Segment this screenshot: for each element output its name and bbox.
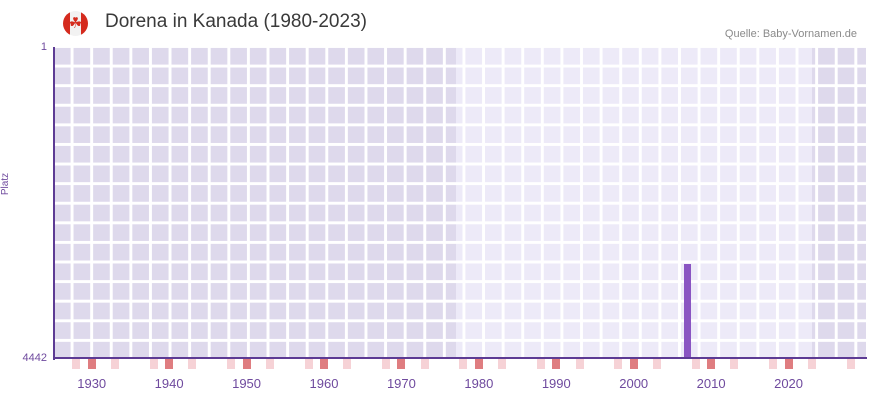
- x-tick-major: [87, 359, 96, 369]
- x-axis-tick-label: 2020: [774, 376, 804, 391]
- x-axis-tick-label: 1990: [541, 376, 571, 391]
- x-tick-major: [784, 359, 793, 369]
- x-tick-minor: [459, 359, 468, 369]
- x-tick-minor: [381, 359, 390, 369]
- x-axis-line: [53, 357, 867, 359]
- x-tick-minor: [188, 359, 197, 369]
- x-tick-major: [320, 359, 328, 369]
- x-axis-tick-label: 1940: [154, 376, 184, 391]
- x-tick-minor: [536, 359, 545, 369]
- y-axis-tick-label: 4442: [22, 352, 47, 364]
- x-tick-major: [397, 359, 406, 369]
- x-tick-major: [629, 359, 638, 369]
- x-axis-tick-label: 1960: [309, 376, 339, 391]
- x-tick-minor: [730, 359, 739, 369]
- x-tick-minor: [807, 359, 816, 369]
- x-tick-minor: [769, 359, 778, 369]
- chart-header: ☘ Dorena in Kanada (1980-2023) Quelle: B…: [0, 0, 873, 47]
- canada-flag-icon: ☘: [63, 11, 88, 36]
- x-axis-tick-label: 1930: [77, 376, 107, 391]
- x-axis-tick-label: 2000: [619, 376, 649, 391]
- y-axis-title: Platz: [0, 172, 11, 196]
- x-tick-major: [242, 359, 251, 369]
- x-tick-minor: [265, 359, 274, 369]
- x-tick-minor: [149, 359, 158, 369]
- x-tick-major: [165, 359, 174, 369]
- x-tick-major: [474, 359, 483, 369]
- x-tick-minor: [304, 359, 313, 369]
- x-axis-tick-label: 1950: [232, 376, 262, 391]
- x-axis-tick-label: 2010: [696, 376, 726, 391]
- x-tick-major: [552, 359, 561, 369]
- source-attribution: Quelle: Baby-Vornamen.de: [724, 28, 857, 40]
- y-axis-line: [53, 47, 55, 360]
- x-tick-major: [707, 359, 716, 369]
- chart-title: Dorena in Kanada (1980-2023): [105, 11, 367, 32]
- x-tick-minor: [498, 359, 507, 369]
- x-tick-minor: [227, 359, 236, 369]
- y-axis-tick-label: 1: [40, 41, 47, 53]
- x-tick-minor: [72, 359, 81, 369]
- x-tick-minor: [846, 359, 855, 369]
- x-tick-minor: [420, 359, 429, 369]
- x-tick-minor: [575, 359, 584, 369]
- flag-band-right: [81, 11, 88, 36]
- x-tick-minor: [691, 359, 700, 369]
- x-tick-minor: [652, 359, 661, 369]
- flag-band-left: [63, 11, 70, 36]
- plot-area: [53, 47, 866, 358]
- x-tick-minor: [110, 359, 119, 369]
- x-axis-tick-label: 1980: [464, 376, 494, 391]
- maple-leaf-icon: ☘: [68, 15, 83, 32]
- gridlines: [53, 47, 866, 358]
- x-tick-minor: [343, 359, 352, 369]
- data-bar[interactable]: [684, 264, 692, 358]
- x-tick-minor: [614, 359, 623, 369]
- x-axis-tick-label: 1970: [386, 376, 416, 391]
